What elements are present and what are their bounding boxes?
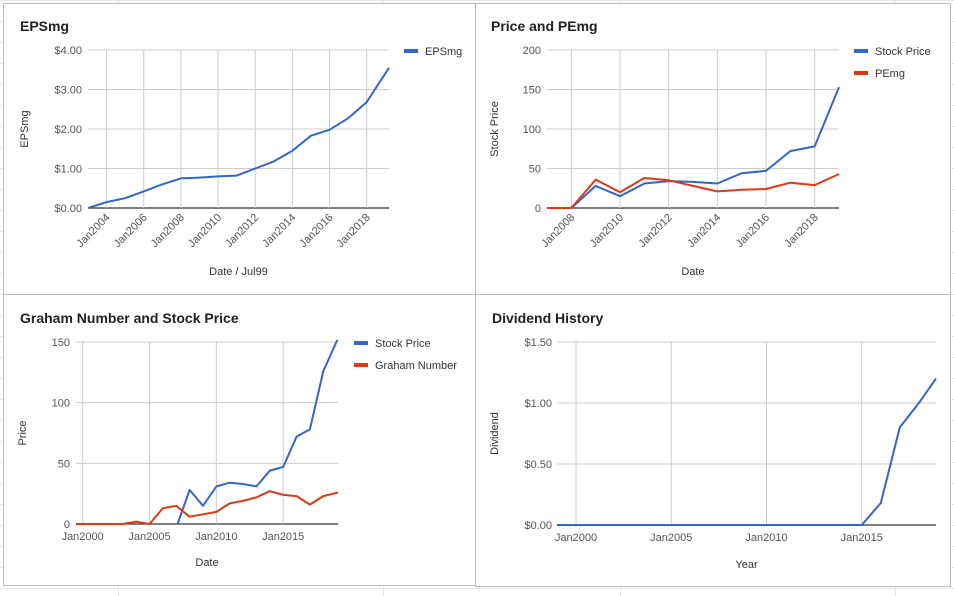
y-tick-label: 150	[523, 85, 541, 97]
x-axis-title: Date / Jul99	[209, 266, 268, 278]
y-tick-label: $1.00	[54, 164, 82, 176]
x-tick-label: Jan2010	[195, 531, 237, 543]
x-tick-label: Jan2014	[260, 212, 298, 250]
x-tick-label: Jan2005	[650, 532, 692, 544]
series-line-dividend	[557, 378, 937, 526]
y-tick-label: $4.00	[54, 45, 82, 57]
y-tick-label: $0.00	[54, 203, 82, 215]
x-tick-label: Jan2018	[334, 212, 372, 250]
chart-title: Price and PEmg	[491, 18, 598, 34]
x-tick-label: Jan2012	[223, 212, 261, 250]
x-tick-label: Jan2010	[745, 532, 787, 544]
y-tick-label: 50	[529, 164, 541, 176]
x-tick-label: Jan2014	[685, 212, 723, 250]
legend-swatch	[354, 341, 368, 345]
x-tick-label: Jan2015	[262, 531, 304, 543]
x-tick-label: Jan2004	[74, 212, 112, 250]
y-tick-label: 50	[58, 458, 70, 470]
eps-chart-panel[interactable]: EPSmg $0.00 $1.00 $2.00 $3.00 $4.00 Jan2004 Ja…	[3, 3, 476, 296]
legend-label: Graham Number	[375, 360, 457, 372]
price-chart-panel[interactable]: Price and PEmg 0 50 100 150 200 Jan2008 Jan201…	[475, 3, 951, 296]
price-pe-chart: Price and PEmg 0 50 100 150 200 Jan2008 Jan201…	[489, 18, 931, 278]
x-axis-title: Year	[735, 559, 758, 571]
y-tick-label: 100	[52, 398, 70, 410]
series-line-stock-price	[547, 86, 840, 209]
legend-swatch	[354, 363, 368, 367]
legend-swatch	[404, 49, 418, 53]
y-tick-label: 200	[523, 45, 541, 57]
x-tick-label: Jan2015	[841, 532, 883, 544]
x-tick-label: Jan2012	[636, 212, 674, 250]
x-tick-label: Jan2005	[128, 531, 170, 543]
legend-label: Stock Price	[875, 46, 931, 58]
y-axis-title: EPSmg	[19, 110, 31, 147]
y-tick-label: 0	[535, 203, 541, 215]
y-tick-label: $1.50	[524, 337, 552, 349]
y-tick-label: $3.00	[54, 85, 82, 97]
y-axis-title: Stock Price	[489, 101, 501, 157]
series-line-graham-number	[76, 490, 339, 525]
y-axis-title: Price	[17, 420, 29, 445]
series-line-stock-price	[176, 340, 339, 525]
graham-chart-panel[interactable]: Graham Number and Stock Price 0 50 100 150 J…	[3, 294, 476, 586]
y-tick-label: 0	[64, 519, 70, 531]
legend-label: Stock Price	[375, 338, 431, 350]
legend-swatch	[854, 49, 868, 53]
y-tick-label: $0.50	[524, 459, 552, 471]
series-line-pemg	[547, 173, 840, 209]
x-tick-label: Jan2018	[782, 212, 820, 250]
y-tick-label: $2.00	[54, 124, 82, 136]
y-tick-label: $0.00	[524, 520, 552, 532]
eps-chart: EPSmg $0.00$1.00$2.00$3.00$4.00Jan2004Ja…	[19, 18, 462, 278]
graham-chart: Graham Number and Stock Price 0 50 100 150 J…	[17, 310, 457, 569]
x-tick-label: Jan2010	[186, 212, 224, 250]
x-tick-label: Jan2010	[588, 212, 626, 250]
x-tick-label: Jan2000	[62, 531, 104, 543]
x-tick-label: Jan2008	[539, 212, 577, 250]
y-axis-title: Dividend	[489, 412, 501, 455]
legend-swatch	[854, 71, 868, 75]
x-tick-label: Jan2016	[734, 212, 772, 250]
x-tick-label: Jan2016	[297, 212, 335, 250]
x-axis-title: Date	[681, 266, 704, 278]
x-axis-title: Date	[195, 557, 218, 569]
x-tick-label: Jan2006	[112, 212, 150, 250]
series-line-epsmg	[88, 67, 390, 209]
chart-title: EPSmg	[20, 18, 69, 34]
x-tick-label: Jan2000	[555, 532, 597, 544]
y-tick-label: 100	[523, 124, 541, 136]
y-tick-label: 150	[52, 337, 70, 349]
legend-label: EPSmg	[425, 46, 462, 58]
x-tick-label: Jan2008	[149, 212, 187, 250]
chart-title: Graham Number and Stock Price	[20, 310, 239, 326]
chart-title: Dividend History	[492, 310, 603, 326]
y-tick-label: $1.00	[524, 398, 552, 410]
dividend-chart: Dividend History $0.00 $0.50 $1.00 $1.50 Jan…	[489, 310, 937, 571]
dividend-chart-panel[interactable]: Dividend History $0.00 $0.50 $1.00 $1.50 Jan…	[475, 294, 951, 587]
legend-label: PEmg	[875, 68, 905, 80]
